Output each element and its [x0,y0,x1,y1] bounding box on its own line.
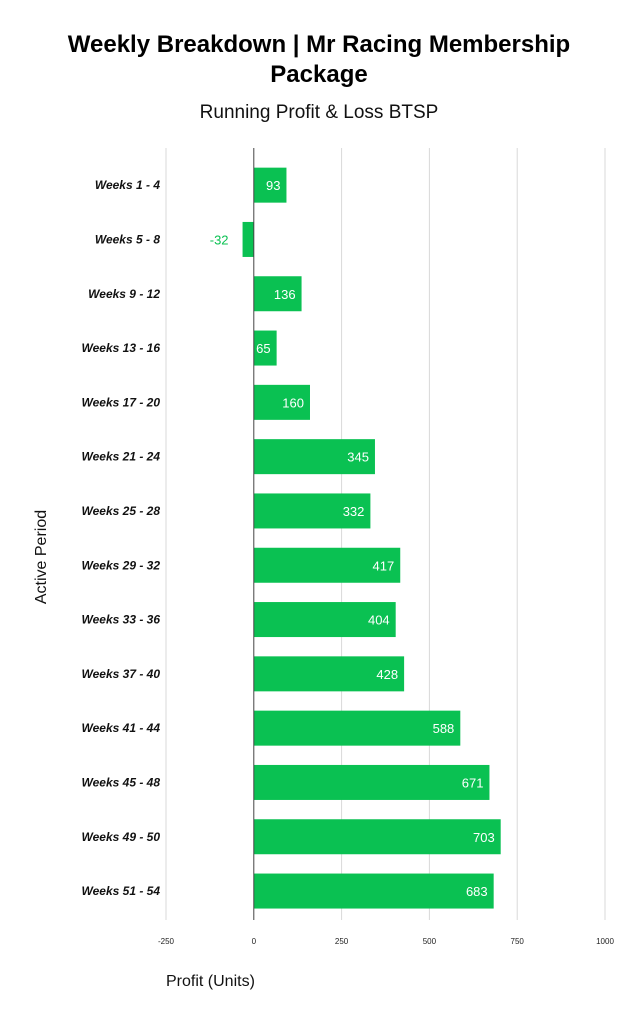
data-label: 588 [433,721,455,736]
category-label: Weeks 33 - 36 [82,613,161,627]
category-label: Weeks 25 - 28 [82,504,161,518]
chart-title-line-2: Package [270,61,368,88]
bar [253,602,396,638]
x-tick-label: -250 [158,937,175,946]
category-label: Weeks 1 - 4 [95,178,160,192]
bar [253,384,310,420]
bar [253,547,401,583]
category-label: Weeks 29 - 32 [82,558,161,572]
x-axis-title: Profit (Units) [166,973,255,990]
bar [253,276,302,312]
y-axis-title: Active Period [33,509,50,605]
data-label: 332 [343,504,365,519]
bar [253,439,375,475]
bar [253,493,371,529]
bar [253,819,501,855]
category-label: Weeks 13 - 16 [82,341,161,355]
x-tick-label: 750 [511,937,525,946]
bar [253,330,277,366]
x-tick-label: 1000 [596,937,614,946]
x-tick-label: 0 [252,937,257,946]
data-label: 671 [462,775,484,790]
bar [253,873,494,909]
data-label: 136 [274,287,296,302]
data-label: 417 [373,558,395,573]
data-label: 345 [347,450,369,465]
bar [253,710,461,746]
chart-title-line-1: Weekly Breakdown | Mr Racing Membership [67,31,571,58]
data-label: 404 [368,613,390,628]
bar [253,764,490,800]
data-label: 160 [282,395,304,410]
category-label: Weeks 51 - 54 [82,884,161,898]
bar [253,656,405,692]
x-tick-label: 500 [423,937,437,946]
category-label: Weeks 37 - 40 [82,667,161,681]
category-label: Weeks 5 - 8 [95,232,160,246]
data-label: -32 [210,232,229,247]
category-label: Weeks 9 - 12 [88,287,160,301]
data-label: 703 [473,830,495,845]
y-axis-title-wrap: Active Period [12,510,72,604]
bar [242,221,254,257]
data-label: 93 [266,178,280,193]
data-label: 683 [466,884,488,899]
category-label: Weeks 45 - 48 [82,775,161,789]
data-label: 428 [376,667,398,682]
chart-subtitle: Running Profit & Loss BTSP [199,102,439,123]
category-label: Weeks 21 - 24 [82,450,161,464]
category-label: Weeks 41 - 44 [82,721,161,735]
category-label: Weeks 17 - 20 [82,395,161,409]
bar [253,167,287,203]
x-tick-label: 250 [335,937,349,946]
data-label: 65 [256,341,270,356]
chart-title: Weekly Breakdown | Mr Racing Membership … [0,30,638,90]
category-label: Weeks 49 - 50 [82,830,161,844]
